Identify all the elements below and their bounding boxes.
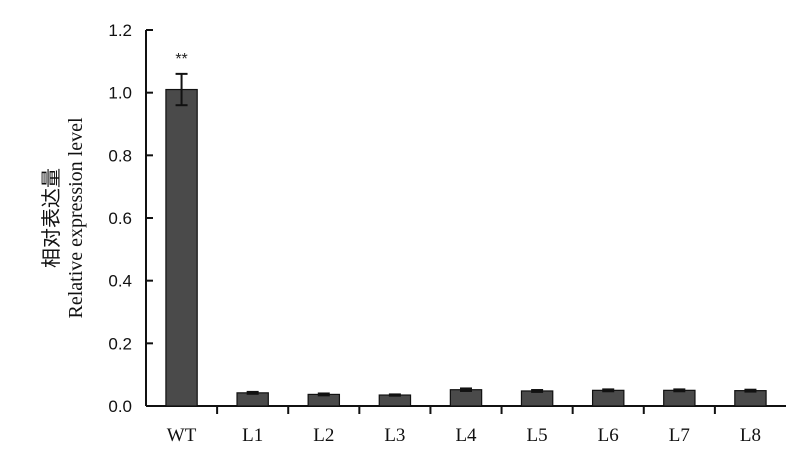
y-tick-label: 0.0 — [108, 397, 132, 416]
bar-l3 — [378, 394, 412, 407]
y-tick-label: 1.0 — [108, 84, 132, 103]
bar-l4 — [449, 389, 483, 407]
x-tick-label: L3 — [384, 425, 405, 446]
x-tick-label: L4 — [455, 425, 477, 446]
significance-annotation: ** — [175, 51, 187, 68]
x-tick-label: L8 — [740, 425, 761, 446]
y-axis-label: 相对表达量 Relative expression level — [40, 117, 87, 318]
bar-wt — [165, 88, 198, 407]
x-tick-label: L5 — [527, 425, 548, 446]
bar-l8 — [734, 390, 767, 407]
y-tick-label: 1.2 — [108, 21, 132, 40]
bar-l1 — [236, 392, 269, 407]
x-tick-label: WT — [167, 425, 197, 446]
y-axis-label-en: Relative expression level — [65, 117, 87, 318]
x-tick-label: L2 — [313, 425, 334, 446]
y-tick-label: 0.6 — [108, 209, 132, 228]
y-axis-label-zh: 相对表达量 — [40, 168, 63, 268]
x-tick-label: L1 — [242, 425, 263, 446]
bar-l6 — [591, 389, 625, 407]
y-tick-label: 0.4 — [108, 272, 132, 291]
bar-l7 — [663, 389, 696, 407]
y-tick-label: 0.2 — [108, 334, 132, 353]
x-tick-label: L6 — [598, 425, 619, 446]
y-tick-label: 0.8 — [108, 146, 132, 165]
bar-l5 — [520, 390, 554, 407]
x-tick-label: L7 — [669, 425, 690, 446]
